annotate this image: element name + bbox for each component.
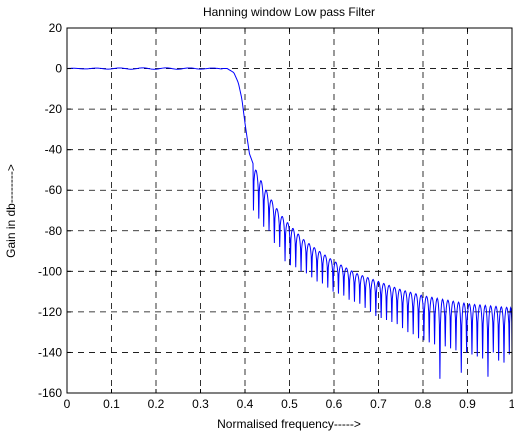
x-tick-label: 1 bbox=[509, 397, 514, 411]
y-tick-label: -60 bbox=[45, 183, 63, 197]
y-tick-label: -160 bbox=[38, 386, 62, 400]
x-tick-label: 0.4 bbox=[237, 397, 254, 411]
x-tick-label: 0 bbox=[64, 397, 71, 411]
y-tick-label: -100 bbox=[38, 264, 62, 278]
x-tick-label: 0.7 bbox=[370, 397, 387, 411]
x-axis-label: Normalised frequency-----> bbox=[217, 417, 361, 431]
y-tick-label: -20 bbox=[45, 102, 63, 116]
x-tick-label: 0.1 bbox=[103, 397, 120, 411]
y-axis: 20 0 -20 -40 -60 -80 -100 -120 -140 -160 bbox=[38, 21, 512, 400]
x-tick-label: 0.6 bbox=[326, 397, 343, 411]
series-line-gain bbox=[66, 67, 513, 379]
y-tick-label: -80 bbox=[45, 224, 63, 238]
y-tick-label: 0 bbox=[55, 62, 62, 76]
x-tick-label: 0.5 bbox=[281, 397, 298, 411]
chart-title: Hanning window Low pass Filter bbox=[203, 5, 375, 19]
y-tick-label: -40 bbox=[45, 143, 63, 157]
x-tick-label: 0.3 bbox=[192, 397, 209, 411]
y-tick-label: 20 bbox=[49, 21, 63, 35]
y-tick-label: -140 bbox=[38, 345, 62, 359]
x-axis: 0 0.1 0.2 0.3 0.4 0.5 0.6 0.7 0.8 0.9 1 bbox=[64, 28, 514, 411]
y-axis-label: Gain in db--------> bbox=[4, 164, 18, 258]
series-layer bbox=[66, 67, 513, 379]
x-tick-label: 0.8 bbox=[415, 397, 432, 411]
x-tick-label: 0.2 bbox=[148, 397, 165, 411]
y-tick-label: -120 bbox=[38, 305, 62, 319]
x-tick-label: 0.9 bbox=[459, 397, 476, 411]
